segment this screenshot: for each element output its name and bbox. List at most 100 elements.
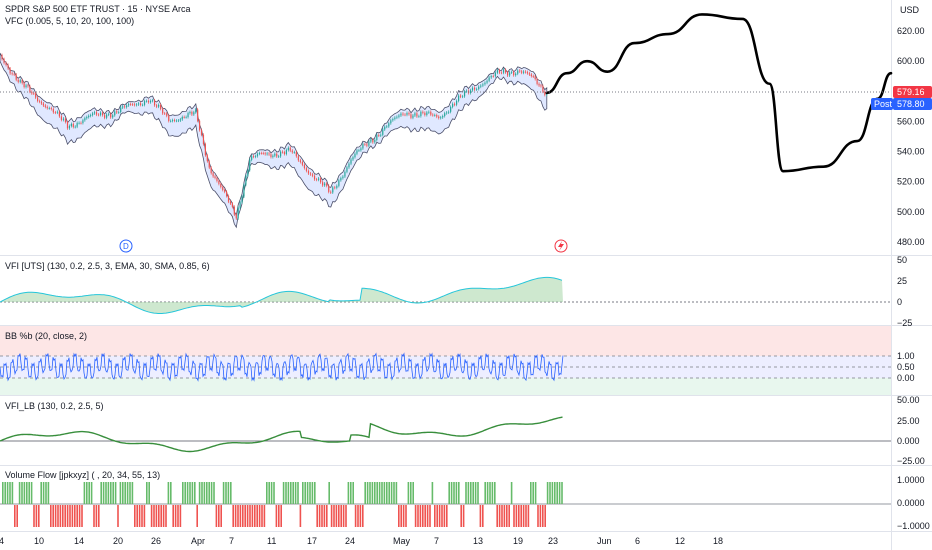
vflow-bar	[83, 482, 86, 504]
vflow-bar	[131, 482, 134, 504]
vfi-lb-tick-minus25: −25.00	[897, 456, 925, 466]
vflow-bar	[486, 482, 489, 504]
vflow-bar	[503, 505, 506, 527]
vflow-bar	[215, 505, 218, 527]
candle-body	[27, 85, 29, 87]
vflow-bar	[558, 482, 561, 504]
candle-body	[270, 154, 272, 157]
currency-label[interactable]: USD	[900, 5, 920, 15]
vfi-lb-tick-0: 0.000	[897, 436, 920, 446]
vfi-uts-label[interactable]: VFI [UTS] (130, 0.2, 2.5, 3, EMA, 30, SM…	[5, 261, 210, 271]
candle-body	[368, 141, 370, 146]
vflow-bar	[472, 482, 474, 504]
time-tick: 7	[229, 536, 234, 546]
vflow-bar	[371, 482, 374, 504]
candle-body	[412, 115, 414, 118]
vflow-bar	[14, 505, 16, 527]
volume-flow-label[interactable]: Volume Flow [jpkxyz] ( , 20, 34, 55, 13)	[5, 470, 160, 480]
candle-body	[390, 120, 392, 124]
candle-body	[452, 103, 454, 107]
candle-body	[446, 112, 448, 114]
candle-body	[3, 59, 5, 63]
candle-body	[402, 113, 404, 115]
candle-body	[354, 153, 356, 158]
candle-body	[42, 103, 44, 106]
projection-path[interactable]	[545, 13, 893, 173]
bb-label[interactable]: BB %b (20, close, 2)	[5, 331, 87, 341]
vflow-bar	[81, 505, 83, 527]
dividend-marker[interactable]: D	[119, 239, 133, 253]
candle-body	[486, 80, 488, 83]
vfc-indicator-label[interactable]: VFC (0.005, 5, 10, 20, 100, 100)	[5, 16, 134, 26]
candle-body	[114, 111, 116, 116]
candle-body	[434, 115, 436, 116]
post-price-tag[interactable]: Post 578.80	[871, 98, 932, 110]
candle-body	[346, 167, 348, 172]
candle-body	[54, 112, 56, 114]
candle-body	[50, 108, 52, 110]
vflow-bar	[52, 505, 54, 527]
candle-body	[492, 76, 494, 77]
vflow-bar	[119, 482, 122, 504]
vflow-bar	[527, 505, 530, 527]
candle-body	[342, 176, 344, 179]
vflow-bar	[290, 482, 292, 504]
candle-body	[480, 85, 482, 87]
candle-body	[249, 159, 251, 171]
candle-body	[44, 105, 46, 107]
time-axis[interactable]: 4 10 14 20 26 Apr 7 11 17 24 May 7 13 19 23 Jun 6 12 18	[0, 536, 723, 546]
candle-body	[318, 178, 320, 180]
vflow-bar	[494, 482, 496, 504]
vflow-bar	[390, 482, 393, 504]
candle-body	[264, 153, 266, 155]
candle-body	[189, 111, 191, 114]
vflow-bar	[443, 505, 446, 527]
vfi-lb-label[interactable]: VFI_LB (130, 0.2, 2.5, 5)	[5, 401, 104, 411]
vflow-bar	[352, 482, 354, 504]
candle-body	[181, 117, 183, 120]
vflow-bar	[297, 482, 299, 504]
candle-body	[19, 80, 21, 82]
candle-body	[299, 160, 301, 163]
vflow-bar	[153, 505, 155, 527]
candle-body	[459, 95, 462, 97]
candle-body	[494, 72, 496, 77]
vflow-bar	[40, 482, 42, 504]
vflow-bar	[424, 505, 426, 527]
last-price-tag[interactable]: 579.16	[893, 86, 932, 98]
post-price-value: 578.80	[897, 99, 925, 109]
candle-body	[31, 91, 33, 94]
vflow-bar	[150, 505, 153, 527]
candle-body	[283, 152, 286, 155]
price-axis[interactable]: 620.00600.00580.00560.00540.00520.00500.…	[897, 26, 925, 247]
candle-body	[416, 113, 418, 117]
vflow-bar	[198, 482, 201, 504]
candle-body	[183, 117, 185, 118]
candle-body	[48, 108, 50, 109]
symbol-title[interactable]: SPDR S&P 500 ETF TRUST · 15 · NYSE Arca	[5, 4, 191, 14]
candle-body	[426, 112, 428, 115]
candle-body	[95, 112, 98, 115]
vflow-bar	[124, 482, 126, 504]
vflow-bar	[458, 482, 460, 504]
vflow-bar	[426, 505, 429, 527]
vflow-bar	[453, 482, 455, 504]
candle-body	[490, 76, 492, 78]
vflow-bar	[482, 505, 484, 527]
vfi-histogram	[0, 277, 563, 314]
candle-body	[135, 104, 138, 106]
candle-body	[35, 93, 37, 98]
candle-body	[408, 112, 410, 115]
candle-body	[108, 113, 110, 115]
candle-body	[110, 113, 112, 118]
vflow-bar	[232, 505, 234, 527]
candle-body	[37, 97, 39, 101]
candle-body	[166, 113, 168, 116]
vflow-bar	[148, 482, 150, 504]
earnings-flash-icon[interactable]	[554, 239, 568, 253]
vflow-bar	[167, 482, 170, 504]
candle-body	[60, 116, 63, 120]
vflow-bar	[90, 482, 93, 504]
candle-body	[456, 100, 458, 105]
